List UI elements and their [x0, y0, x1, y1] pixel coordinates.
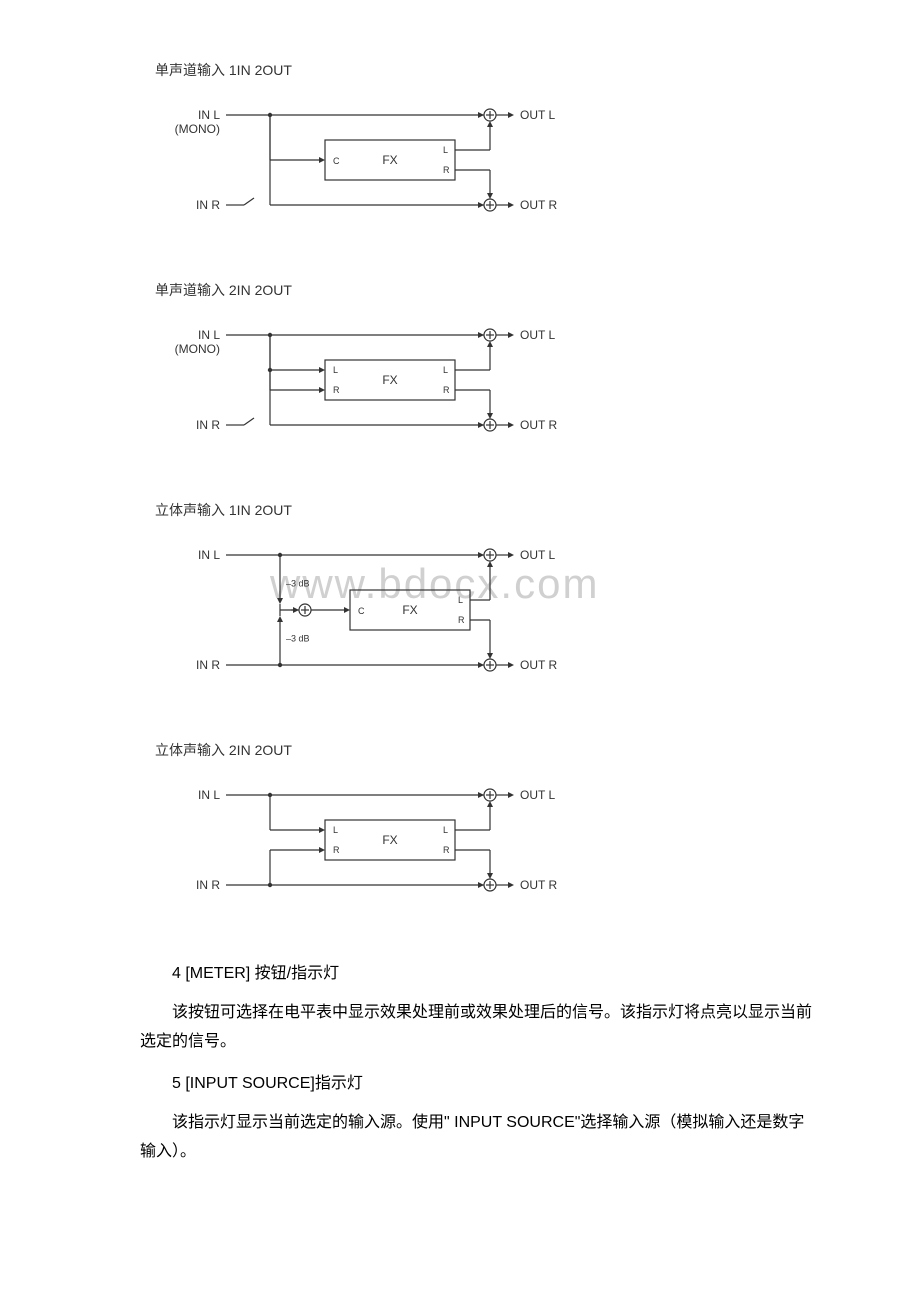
svg-text:OUT L: OUT L	[520, 548, 555, 562]
svg-text:–3 dB: –3 dB	[286, 579, 310, 589]
svg-text:R: R	[458, 615, 465, 625]
diagram-title: 单声道输入 1IN 2OUT	[155, 60, 820, 80]
diagram-svg: IN L IN R –3 dB –3 dB FX C LR OUT L OUT R	[150, 530, 690, 690]
diagram-title: 立体声输入 1IN 2OUT	[155, 500, 820, 520]
svg-text:OUT R: OUT R	[520, 198, 557, 212]
svg-text:L: L	[443, 145, 448, 155]
svg-text:–3 dB: –3 dB	[286, 634, 310, 644]
svg-text:(MONO): (MONO)	[175, 342, 220, 356]
svg-text:OUT L: OUT L	[520, 788, 555, 802]
signal-flow-diagram: 单声道输入 2IN 2OUT IN L(MONO) IN R OUT L OUT R…	[100, 280, 820, 450]
svg-text:C: C	[333, 156, 340, 166]
diagram-svg: IN L(MONO)IN R OUT L OUT RFX LRLR	[150, 310, 690, 450]
signal-flow-diagram: 立体声输入 2IN 2OUTIN LIN R OUT L OUT RFX LRL…	[100, 740, 820, 910]
diagram-svg: IN L(MONO) IN R OUT L OUT R FX C LR	[150, 90, 690, 230]
svg-text:L: L	[333, 825, 338, 835]
svg-text:FX: FX	[402, 603, 417, 617]
svg-text:IN L: IN L	[198, 328, 220, 342]
section-4-body: 该按钮可选择在电平表中显示效果处理前或效果处理后的信号。该指示灯将点亮以显示当前…	[140, 999, 820, 1057]
svg-text:R: R	[443, 845, 450, 855]
signal-flow-diagram: 单声道输入 1IN 2OUT IN L(MONO) IN R OUT L OUT R…	[100, 60, 820, 230]
svg-text:IN R: IN R	[196, 878, 220, 892]
svg-text:OUT L: OUT L	[520, 108, 555, 122]
svg-text:IN L: IN L	[198, 108, 220, 122]
section-5-body: 该指示灯显示当前选定的输入源。使用" INPUT SOURCE"选择输入源（模拟…	[140, 1109, 820, 1167]
svg-text:IN L: IN L	[198, 788, 220, 802]
diagram-svg: IN LIN R OUT L OUT RFX LRLR	[150, 770, 690, 910]
svg-text:IN R: IN R	[196, 418, 220, 432]
section-4-heading: 4 [METER] 按钮/指示灯	[140, 960, 820, 989]
svg-text:L: L	[458, 595, 463, 605]
svg-text:(MONO): (MONO)	[175, 122, 220, 136]
svg-text:IN L: IN L	[198, 548, 220, 562]
svg-text:R: R	[443, 165, 450, 175]
svg-text:FX: FX	[382, 153, 397, 167]
svg-text:IN R: IN R	[196, 198, 220, 212]
diagram-title: 单声道输入 2IN 2OUT	[155, 280, 820, 300]
section-5-heading: 5 [INPUT SOURCE]指示灯	[140, 1070, 820, 1099]
svg-text:C: C	[358, 606, 365, 616]
svg-text:L: L	[443, 825, 448, 835]
svg-text:IN R: IN R	[196, 658, 220, 672]
svg-text:OUT R: OUT R	[520, 878, 557, 892]
svg-text:R: R	[333, 385, 340, 395]
signal-flow-diagram: 立体声输入 1IN 2OUTwww.bdocx.comIN LIN R –3 d…	[100, 500, 820, 690]
svg-text:L: L	[333, 365, 338, 375]
svg-text:OUT R: OUT R	[520, 658, 557, 672]
svg-text:OUT L: OUT L	[520, 328, 555, 342]
svg-text:OUT R: OUT R	[520, 418, 557, 432]
svg-text:L: L	[443, 365, 448, 375]
diagram-title: 立体声输入 2IN 2OUT	[155, 740, 820, 760]
svg-text:FX: FX	[382, 833, 397, 847]
svg-text:FX: FX	[382, 373, 397, 387]
svg-text:R: R	[333, 845, 340, 855]
svg-text:R: R	[443, 385, 450, 395]
